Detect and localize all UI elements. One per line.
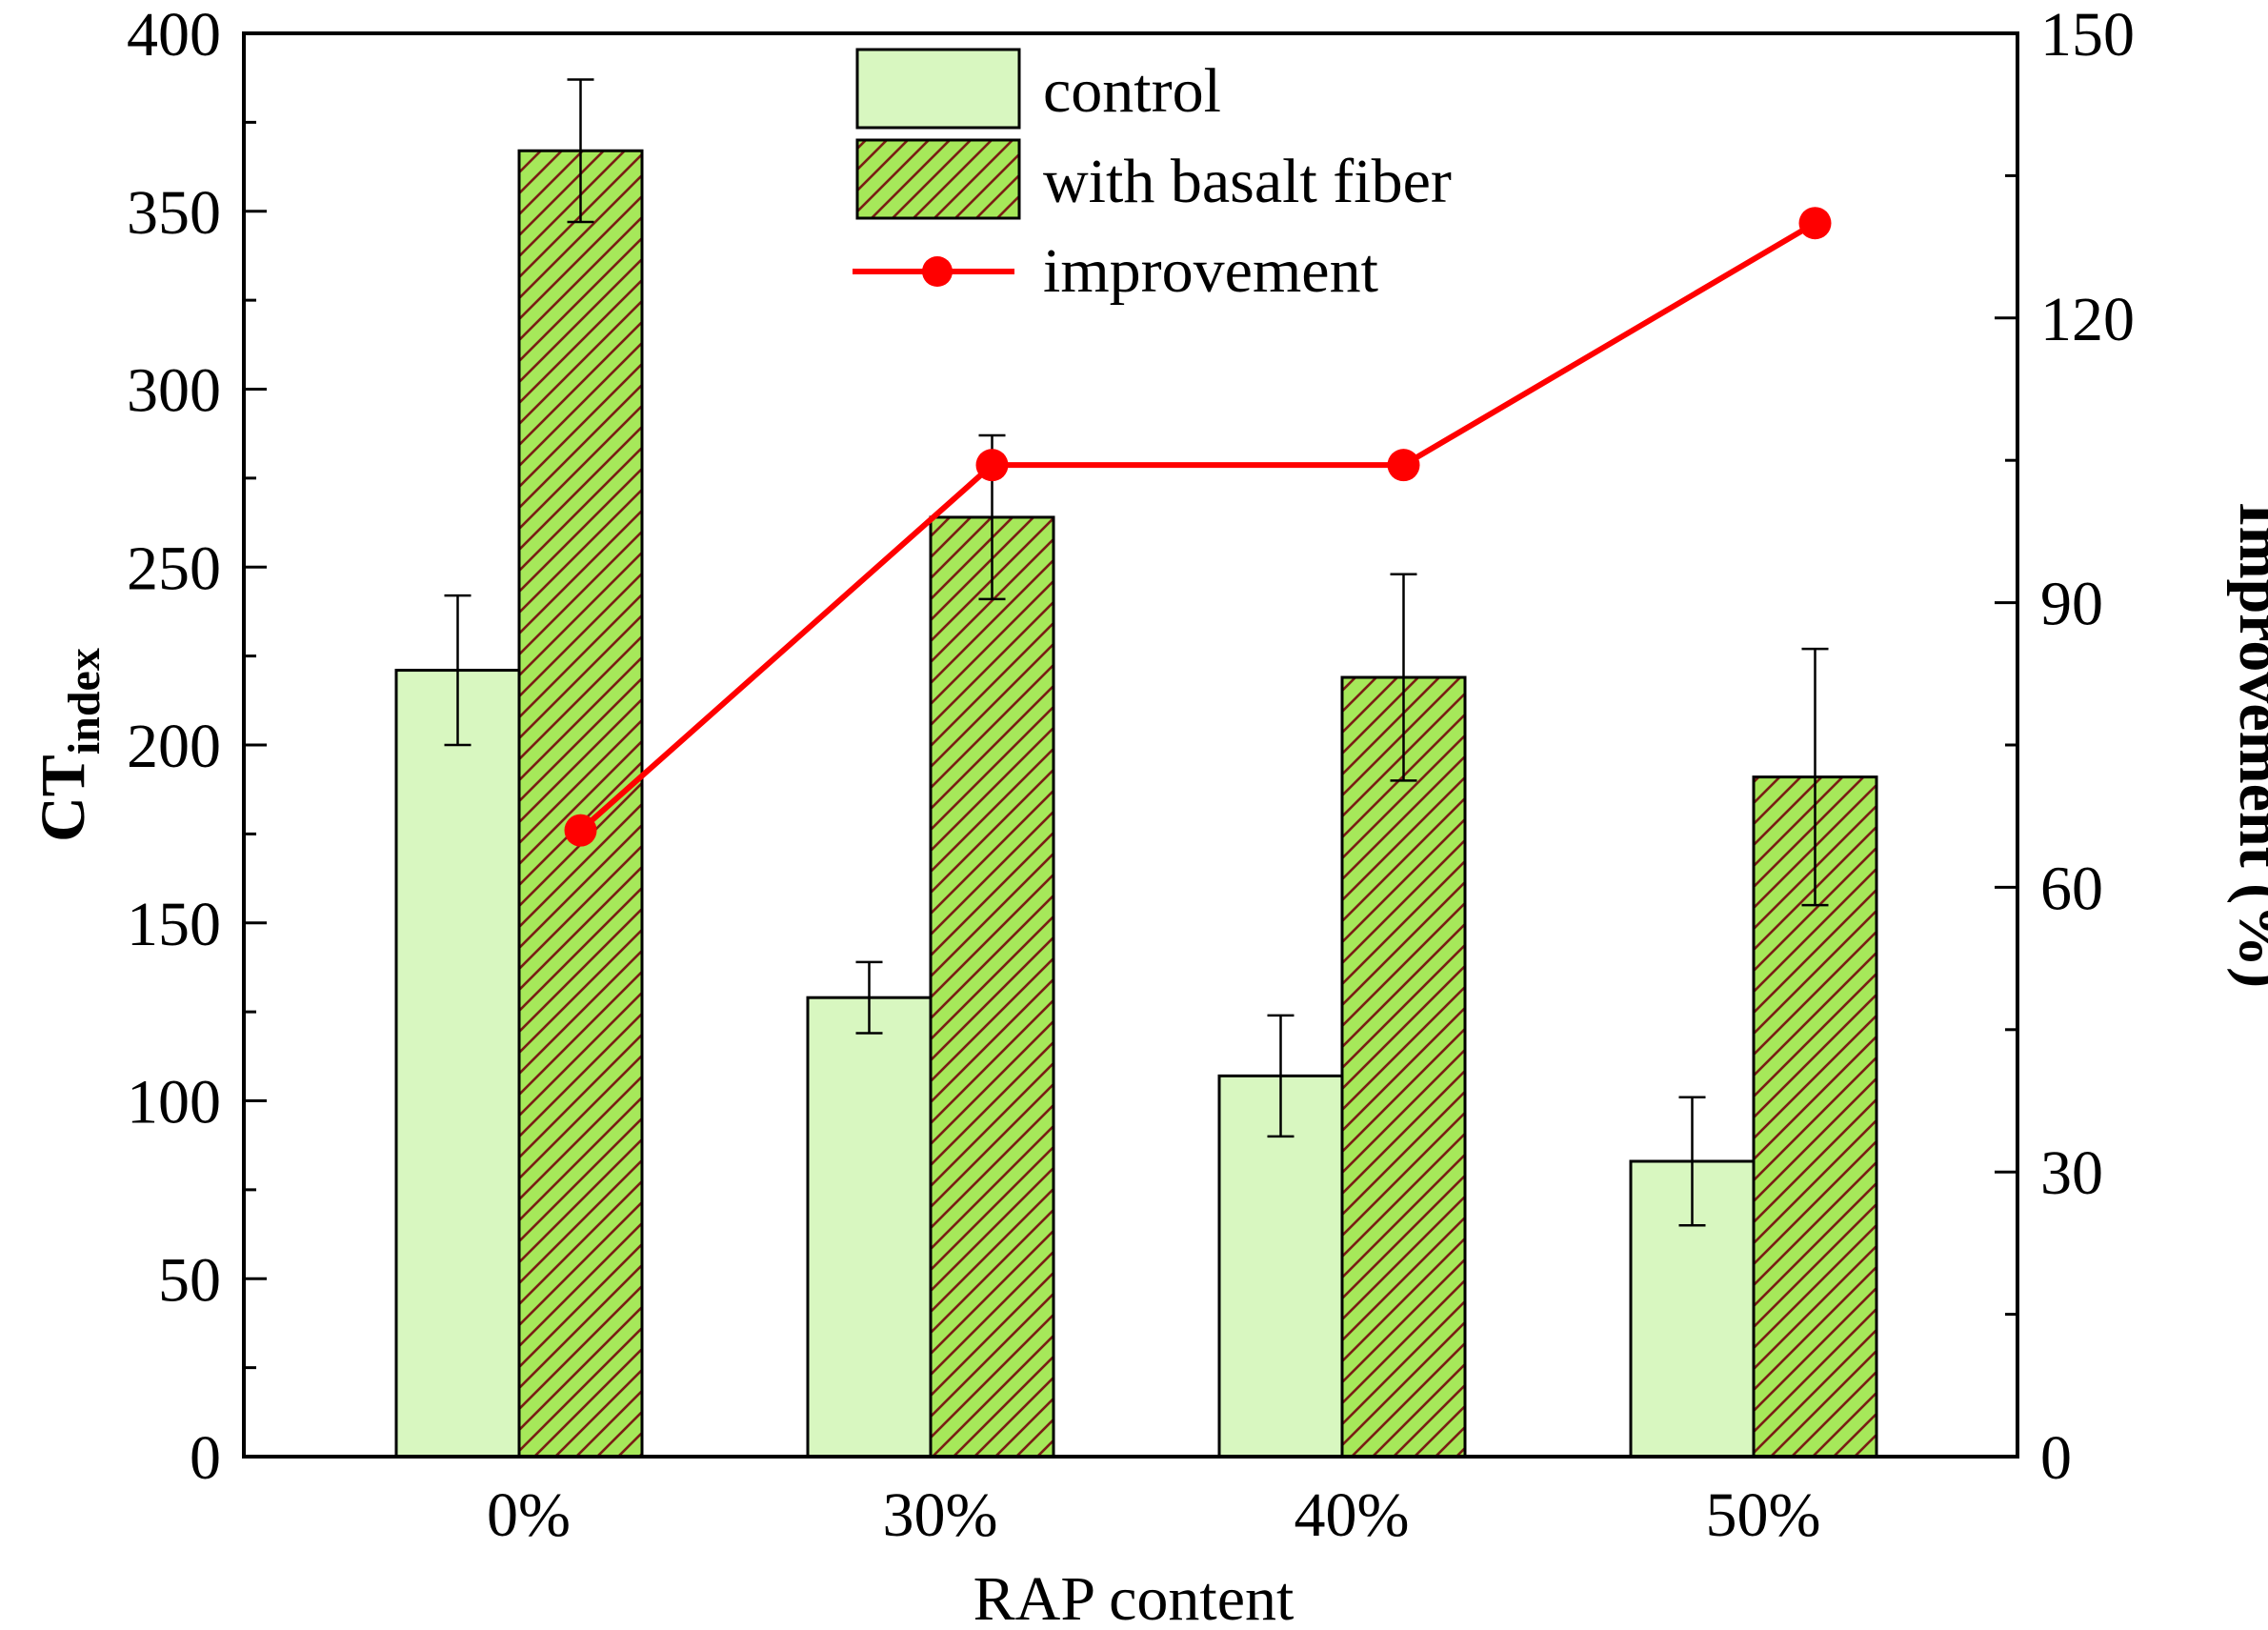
- improvement-line-layer: [564, 207, 1832, 847]
- legend-label-basalt-fiber: with basalt fiber: [1043, 147, 1452, 216]
- improvement-point-2: [1387, 449, 1420, 482]
- y-right-tick-label-0: 0: [2040, 1423, 2072, 1493]
- bar-control-2: [1217, 1074, 1344, 1459]
- y-left-tick-label-8: 400: [127, 0, 221, 70]
- bar-control-0: [394, 669, 521, 1459]
- legend-swatch-basalt-fiber: [855, 138, 1021, 220]
- y-right-tick-label-3: 90: [2040, 570, 2103, 639]
- improvement-point-0: [564, 814, 597, 847]
- y-left-tick-label-1: 50: [158, 1245, 221, 1315]
- y-right-tick-label-4: 120: [2040, 285, 2135, 354]
- improvement-line: [578, 220, 1817, 833]
- y-right-tick-label-2: 60: [2040, 854, 2103, 923]
- ticks-layer: [244, 31, 2017, 1459]
- legend-label-control: control: [1043, 56, 1221, 126]
- y-left-tick-label-7: 350: [127, 178, 221, 248]
- bar-control-1: [806, 996, 933, 1459]
- y-axis-title-main: CT: [29, 755, 98, 842]
- bars-layer: [394, 149, 1878, 1459]
- y-left-tick-label-6: 300: [127, 356, 221, 426]
- y-left-tick-label-3: 150: [127, 890, 221, 959]
- x-tick-label-1: 30%: [883, 1480, 998, 1550]
- bar-basalt-fiber-0: [517, 149, 644, 1459]
- legend-swatch-control: [855, 48, 1021, 130]
- bar-basalt-fiber-2: [1340, 675, 1467, 1459]
- y-right-tick-label-5: 150: [2040, 0, 2135, 70]
- x-tick-label-2: 40%: [1295, 1480, 1410, 1550]
- legend-label-improvement: improvement: [1043, 236, 1378, 306]
- legend-marker-improvement: [922, 256, 953, 287]
- bar-basalt-fiber-1: [929, 515, 1055, 1459]
- y-right-tick-label-1: 30: [2040, 1138, 2103, 1208]
- legend: control with basalt fiber improvement: [853, 48, 1452, 306]
- x-axis-title: RAP content: [973, 1564, 1295, 1630]
- y-axis-title-left: CTindex: [29, 648, 110, 842]
- x-tick-label-3: 50%: [1706, 1480, 1821, 1550]
- x-tick-label-0: 0%: [487, 1480, 571, 1550]
- y-left-tick-label-5: 250: [127, 533, 221, 603]
- improvement-point-3: [1798, 207, 1832, 240]
- y-left-tick-label-4: 200: [127, 712, 221, 781]
- y-left-tick-label-0: 0: [190, 1423, 221, 1493]
- y-axis-title-right: Improvement (%): [2226, 502, 2268, 988]
- y-axis-title-subscript: index: [59, 648, 110, 755]
- error-bars-layer: [444, 78, 1829, 1227]
- tick-labels-layer: 0 50 100 150 200 250 300 350 400 0 30 60 90 120 150 0% 3…: [127, 0, 2135, 1550]
- improvement-point-1: [975, 449, 1009, 482]
- y-left-tick-label-2: 100: [127, 1068, 221, 1137]
